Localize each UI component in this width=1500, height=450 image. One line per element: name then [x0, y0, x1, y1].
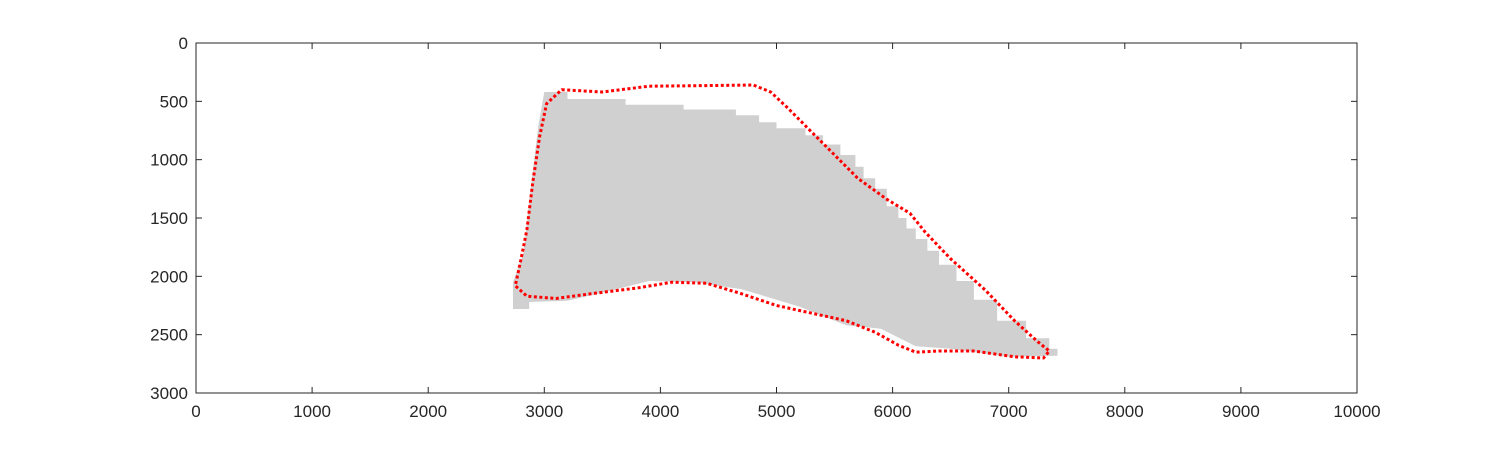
x-tick-label: 1000	[293, 402, 331, 421]
x-tick-label: 8000	[1106, 402, 1144, 421]
x-tick-label: 10000	[1333, 402, 1380, 421]
x-tick-label: 7000	[990, 402, 1028, 421]
x-tick-label: 3000	[525, 402, 563, 421]
y-tick-label: 2500	[150, 326, 188, 345]
plot-area	[513, 83, 1058, 360]
y-tick-label: 1000	[150, 151, 188, 170]
y-tick-label: 3000	[150, 384, 188, 403]
x-tick-label: 6000	[874, 402, 912, 421]
y-tick-label: 1500	[150, 209, 188, 228]
filled-region	[513, 92, 1058, 357]
y-tick-label: 0	[179, 34, 188, 53]
y-tick-label: 500	[160, 92, 188, 111]
x-tick-label: 4000	[641, 402, 679, 421]
x-tick-label: 5000	[758, 402, 796, 421]
x-tick-label: 9000	[1222, 402, 1260, 421]
x-tick-label: 2000	[409, 402, 447, 421]
dotted-outline	[513, 83, 1051, 360]
y-tick-label: 2000	[150, 267, 188, 286]
axes: 0 1000 2000 3000 4000 5000 6000 7000 8000 9000 100…	[150, 34, 1380, 421]
x-tick-label: 0	[191, 402, 200, 421]
